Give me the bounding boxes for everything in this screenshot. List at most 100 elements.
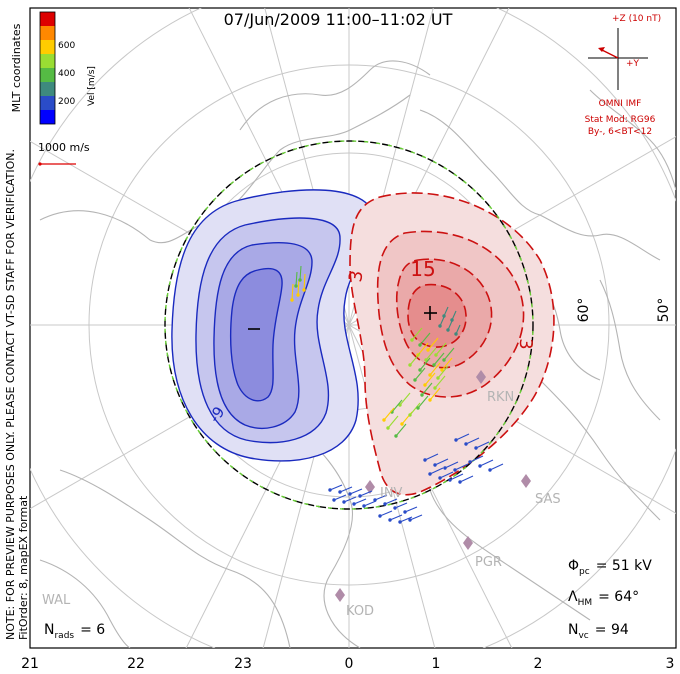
velocity-vector-origin [296, 293, 300, 297]
velocity-vectors [290, 265, 504, 524]
colorbar-tick: 600 [58, 41, 75, 51]
velocity-vector [374, 494, 388, 501]
velocity-vector-origin [388, 518, 392, 522]
velocity-vector [409, 514, 423, 521]
velocity-vector-origin [394, 434, 398, 438]
fit-order: FitOrder: 8, mapEX format [17, 495, 30, 640]
contour-label: 3 [345, 269, 368, 284]
velocity-vector-origin [403, 510, 407, 514]
velocity-vector-origin [433, 463, 437, 467]
imf-z-label: +Z (10 nT) [612, 14, 661, 24]
velocity-vector [409, 352, 421, 366]
stat-lambda-hm: ΛHM = 64° [568, 589, 639, 608]
station-label-rkn: RKN [487, 390, 514, 405]
velocity-vector-origin [478, 464, 482, 468]
imf-dial: +Z (10 nT) +Y OMNI IMF Stat Mod: RG96 By… [585, 14, 661, 137]
velocity-vector [434, 458, 449, 466]
preview-note: NOTE: FOR PREVIEW PURPOSES ONLY. PLEASE … [4, 149, 17, 640]
velocity-vector [435, 342, 447, 356]
velocity-vector [384, 498, 398, 505]
velocity-vector [475, 441, 490, 449]
velocity-vector-origin [410, 338, 414, 342]
velocity-vector-origin [398, 520, 402, 524]
velocity-vector [383, 407, 395, 421]
velocity-vector-origin [413, 378, 417, 382]
velocity-vector [389, 514, 403, 521]
mlt-tick: 3 [666, 656, 675, 672]
velocity-vector [409, 402, 421, 416]
station-label-kod: KOD [346, 604, 374, 619]
colorbar-tick: 200 [58, 97, 75, 107]
hm-boundary [164, 140, 534, 510]
mlt-tick: 23 [234, 656, 252, 672]
velocity-vector-origin [433, 386, 437, 390]
velocity-vector-origin [378, 514, 382, 518]
velocity-vector-origin [382, 418, 386, 422]
velocity-vector [417, 395, 429, 409]
velocity-vector [411, 327, 423, 341]
velocity-vector-origin [454, 332, 458, 336]
velocity-vector-origin [362, 504, 366, 508]
velocity-vector-origin [342, 500, 346, 504]
velocity-vector [297, 278, 300, 296]
velocity-vector [399, 392, 411, 406]
velocity-vector [439, 471, 454, 479]
velocity-vector-origin [352, 502, 356, 506]
velocity-vector-origin [383, 502, 387, 506]
velocity-vector [339, 486, 353, 493]
velocity-vector [424, 453, 439, 461]
velocity-vector [429, 362, 441, 376]
velocity-vector [295, 271, 298, 287]
velocity-vector [427, 337, 439, 351]
velocity-vector-origin [432, 363, 436, 367]
velocity-vector-origin [426, 348, 430, 352]
mlt-tick: 22 [127, 656, 145, 672]
reference-vector-label: 1000 m/s [38, 141, 90, 154]
colorbar-label: Vel [m/s] [87, 66, 97, 106]
velocity-vector-origin [423, 458, 427, 462]
velocity-vector-origin [400, 422, 404, 426]
velocity-vector [419, 332, 431, 346]
velocity-vector-origin [420, 393, 424, 397]
velocity-vector [479, 459, 494, 467]
colorbar-tick: 400 [58, 69, 75, 79]
velocity-vector [425, 347, 437, 361]
positive-potential-cell [349, 192, 555, 496]
velocity-vector-origin [488, 468, 492, 472]
velocity-vector [399, 516, 413, 523]
stat-n-vc: Nvc = 94 [568, 622, 629, 641]
velocity-vector-origin [408, 413, 412, 417]
velocity-vector [404, 506, 418, 513]
velocity-vector [444, 461, 459, 469]
velocity-vector [359, 490, 373, 497]
velocity-vector [489, 463, 504, 471]
velocity-vector [329, 484, 343, 491]
velocity-vector-origin [423, 383, 427, 387]
velocity-vector [379, 510, 393, 517]
stat-model: Stat Mod: RG96 [585, 115, 656, 125]
mlt-tick: 0 [345, 656, 354, 672]
velocity-vector [363, 500, 377, 507]
velocity-vector [391, 399, 403, 413]
velocity-vector [437, 365, 449, 379]
velocity-vector-origin [453, 468, 457, 472]
velocity-vector-origin [290, 298, 294, 302]
station-label-pgr: PGR [475, 555, 502, 570]
velocity-vector-origin [468, 460, 472, 464]
contour-label: 15 [410, 257, 435, 281]
velocity-vector [353, 498, 367, 505]
coords-label: MLT coordinates [10, 23, 23, 112]
velocity-vector [299, 265, 302, 281]
velocity-vector-origin [436, 376, 440, 380]
velocity-vector-origin [338, 490, 342, 494]
velocity-vector-origin [464, 442, 468, 446]
velocity-vector-origin [373, 498, 377, 502]
velocity-vector [449, 473, 464, 481]
velocity-vector-origin [418, 368, 422, 372]
velocity-vector-origin [440, 368, 444, 372]
plot-frame [29, 7, 677, 649]
imf-y-label: +Y [626, 59, 640, 69]
mlt-tick: 21 [21, 656, 39, 672]
velocity-vector [387, 415, 399, 429]
